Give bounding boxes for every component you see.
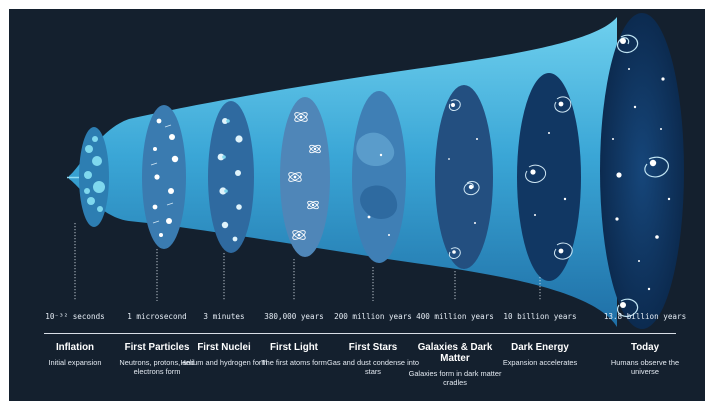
epoch-time: 13.8 billion years (603, 312, 687, 321)
epoch-time: 400 million years (416, 312, 494, 321)
epoch-name: Dark Energy (511, 342, 569, 353)
epoch-description: Initial expansion (48, 358, 102, 367)
disc-first-stars (352, 91, 406, 263)
epoch-time: 1 microsecond (127, 312, 187, 321)
epoch-today: Today Humans observe the universe (597, 342, 693, 377)
epoch-description: The first atoms form (261, 358, 327, 367)
epoch-name: Inflation (55, 342, 95, 353)
epoch-description: Galaxies form in dark matter cradles (408, 369, 502, 388)
epoch-first-nuclei: First Nuclei Helium and hydrogen form (176, 342, 272, 367)
epoch-inflation: Inflation Initial expansion (27, 342, 123, 367)
timeline-rule (44, 333, 676, 334)
epoch-description: Humans observe the universe (610, 358, 680, 377)
epoch-first-light: First Light The first atoms form (246, 342, 342, 367)
epoch-time: 380,000 years (264, 312, 324, 321)
epoch-description: Neutrons, protons, and electrons form (119, 358, 195, 377)
disc-galaxies (435, 85, 493, 269)
epoch-name: Today (630, 342, 660, 353)
epoch-time: 10⁻³² seconds (45, 312, 105, 321)
epoch-first-particles: First Particles Neutrons, protons, and e… (109, 342, 205, 377)
epoch-description: Helium and hydrogen form (180, 358, 268, 367)
epoch-name: First Nuclei (197, 342, 251, 353)
epoch-dark-energy: Dark Energy Expansion accelerates (492, 342, 588, 367)
disc-dark-energy (517, 73, 581, 281)
disc-first-light (280, 97, 330, 257)
epoch-name: First Stars (348, 342, 398, 353)
epoch-time: 3 minutes (203, 312, 245, 321)
epoch-time: 10 billion years (503, 312, 577, 321)
disc-inflation (79, 127, 109, 227)
epoch-name: Galaxies & Dark Matter (417, 342, 493, 364)
disc-first-particles (142, 105, 186, 249)
universe-expansion-art (67, 13, 684, 329)
timeline-diagram: 10⁻³² seconds Inflation Initial expansio… (9, 9, 705, 401)
epoch-description: Expansion accelerates (502, 358, 578, 367)
epoch-name: First Light (270, 342, 318, 353)
epoch-time: 200 million years (334, 312, 412, 321)
epoch-description: Gas and dust condense into stars (326, 358, 420, 377)
epoch-first-stars: First Stars Gas and dust condense into s… (325, 342, 421, 377)
disc-first-nuclei (208, 101, 254, 253)
epoch-galaxies-dark-matter: Galaxies & Dark Matter Galaxies form in … (407, 342, 503, 388)
epoch-name: First Particles (124, 342, 190, 353)
disc-today (600, 13, 684, 329)
